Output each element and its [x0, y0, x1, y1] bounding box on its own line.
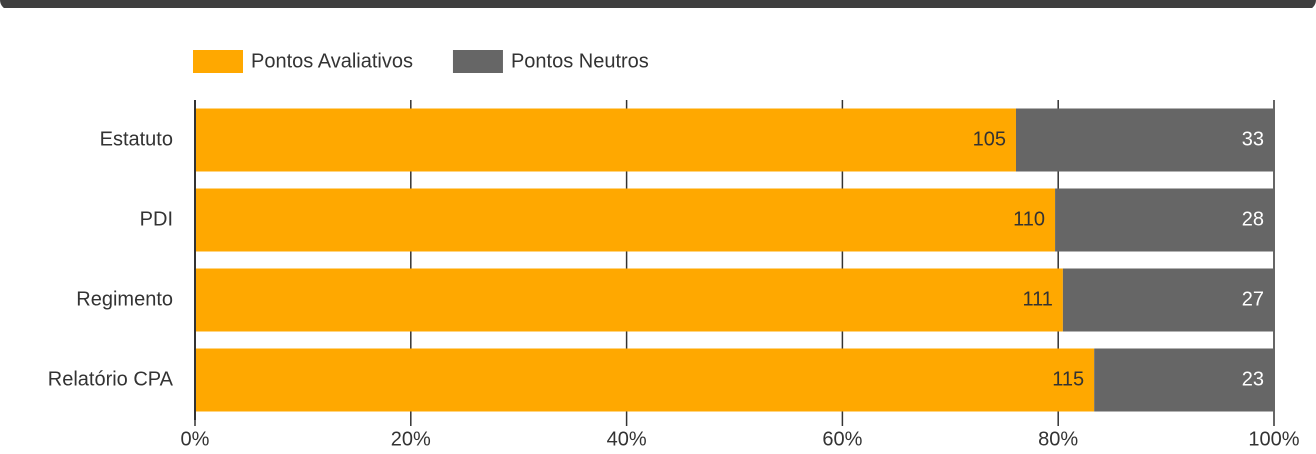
data-label: 115 — [1052, 368, 1084, 390]
x-tick-label: 20% — [391, 428, 431, 450]
bar-segment — [195, 108, 1016, 172]
y-tick-label: Regimento — [76, 288, 173, 310]
bar-segment — [195, 268, 1063, 332]
header-strip — [0, 0, 1316, 10]
y-tick-label: Relatório CPA — [48, 368, 174, 390]
x-tick-label: 40% — [607, 428, 647, 450]
y-tick-label: Estatuto — [100, 128, 173, 150]
x-tick-label: 80% — [1038, 428, 1078, 450]
data-label: 27 — [1242, 288, 1264, 310]
bar-segment — [195, 188, 1056, 252]
data-label: 105 — [973, 128, 1006, 150]
legend-label: Pontos Avaliativos — [251, 50, 413, 72]
bar-segment — [1055, 188, 1274, 252]
bar-segment — [1094, 348, 1274, 412]
data-label: 28 — [1242, 208, 1264, 230]
data-label: 110 — [1013, 208, 1045, 230]
data-label: 111 — [1022, 288, 1052, 310]
bar-segment — [1062, 268, 1274, 332]
legend-swatch — [452, 50, 503, 73]
data-label: 23 — [1242, 368, 1264, 390]
bar-segment — [195, 348, 1095, 412]
y-tick-label: PDI — [140, 208, 173, 230]
legend-label: Pontos Neutros — [511, 50, 649, 72]
x-tick-label: 0% — [181, 428, 210, 450]
bar-segment — [1015, 108, 1274, 172]
x-tick-label: 60% — [822, 428, 862, 450]
legend-swatch — [193, 50, 243, 73]
data-label: 33 — [1242, 128, 1264, 150]
x-tick-label: 100% — [1248, 428, 1299, 450]
